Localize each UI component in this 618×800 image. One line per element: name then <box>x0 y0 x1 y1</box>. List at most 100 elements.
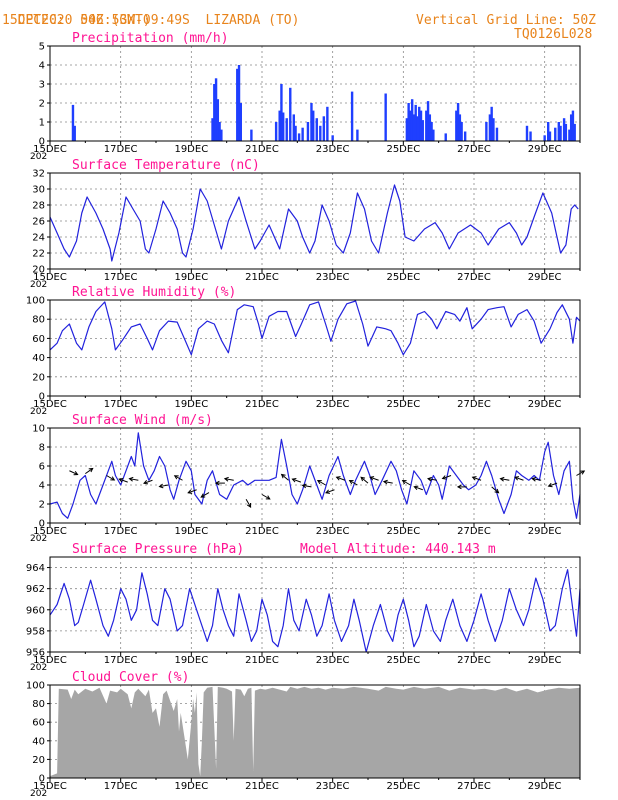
wind-arrow-shaft <box>281 474 289 481</box>
pressure-annotation: Model Altitude: 440.143 m <box>300 542 496 557</box>
rh-title: Relative Humidity (%) <box>72 285 236 300</box>
wind-arrow-head <box>158 483 164 489</box>
wind-arrow <box>324 489 335 494</box>
precip-bar <box>428 114 432 141</box>
wind-arrow-shaft <box>143 479 153 484</box>
wind-arrow <box>413 485 423 491</box>
wind-arrow <box>316 479 326 486</box>
precip-year-stub: 202 <box>30 152 47 162</box>
wind-arrow-head <box>118 477 124 483</box>
wind-arrow-shaft <box>85 468 93 475</box>
cloud-xtick-label: 29DEC <box>528 781 562 792</box>
precip-bar <box>573 123 576 141</box>
header-coords: 046:53W-09:49S <box>80 13 190 28</box>
precip-bar <box>216 99 220 141</box>
temp-ytick-label: 20 <box>32 265 45 276</box>
wind-arrow-shaft <box>106 475 115 481</box>
wind-arrow <box>85 467 94 475</box>
precip-bar <box>495 127 499 141</box>
precip-xtick-label: 29DEC <box>528 144 562 155</box>
wind-xtick-label: 29DEC <box>528 526 562 537</box>
wind-arrow-shaft <box>360 476 369 484</box>
wind-arrow-shaft <box>414 486 423 491</box>
precip-bar <box>315 118 318 141</box>
precip-bar <box>559 125 562 141</box>
wind-arrow-shaft <box>369 476 379 481</box>
wind-arrow-head <box>471 476 477 481</box>
cloud-ytick-label: 60 <box>32 718 45 729</box>
wind-arrow <box>427 476 437 482</box>
wind-arrow-shaft <box>119 478 128 483</box>
precip-bar <box>412 114 416 141</box>
pressure-ytick-label: 956 <box>26 648 45 659</box>
precip-bar <box>350 91 354 141</box>
rh-xtick-label: 17DEC <box>104 399 138 410</box>
precip-ytick-label: 1 <box>39 118 45 129</box>
precip-bar <box>211 118 214 141</box>
rh-ytick-label: 0 <box>39 392 45 403</box>
rh-ytick-label: 60 <box>32 334 45 345</box>
precip-xtick-label: 23DEC <box>316 144 350 155</box>
cloud-ytick-label: 100 <box>26 681 45 692</box>
wind-arrow-head <box>514 476 520 481</box>
precip-bar <box>237 65 241 141</box>
wind-arrow <box>301 483 312 489</box>
temp-line <box>49 184 579 262</box>
rh-xtick-label: 19DEC <box>174 399 208 410</box>
precip-bar <box>326 106 329 141</box>
precip-ytick-label: 0 <box>39 137 45 148</box>
precip-xtick-label: 21DEC <box>245 144 279 155</box>
precip-bar <box>301 127 304 141</box>
precip-bar <box>319 125 322 141</box>
precip-bar <box>432 129 435 141</box>
wind-arrow-shaft <box>69 470 78 476</box>
precip-bar <box>410 99 414 141</box>
wind-arrow <box>280 473 289 481</box>
temp-xtick-label: 29DEC <box>528 272 562 283</box>
pressure-ytick-label: 960 <box>26 605 45 616</box>
precip-xtick-label: 25DEC <box>386 144 420 155</box>
wind-frame <box>49 427 581 524</box>
precip-ytick-label: 4 <box>39 61 45 72</box>
wind-arrow-head <box>531 476 537 482</box>
temp-xtick-label: 27DEC <box>457 272 491 283</box>
wind-arrow <box>499 476 510 482</box>
wind-xtick-label: 21DEC <box>245 526 279 537</box>
precip-bar <box>456 103 460 141</box>
wind-arrow-head <box>580 470 586 475</box>
precip-bar <box>331 135 334 141</box>
cloud-xtick-label: 27DEC <box>457 781 491 792</box>
cloud-xtick-label: 19DEC <box>174 781 208 792</box>
precip-bar <box>525 125 529 141</box>
rh-ytick-label: 80 <box>32 315 45 326</box>
precip-bar <box>463 131 467 141</box>
rh-xtick-label: 27DEC <box>457 399 491 410</box>
wind-arrow-shaft <box>491 486 499 494</box>
wind-arrow-head <box>316 479 322 485</box>
precip-bar <box>426 101 430 141</box>
wind-arrow <box>69 470 79 476</box>
wind-arrow <box>382 479 393 485</box>
wind-arrow <box>223 476 234 482</box>
precip-bar <box>414 104 417 141</box>
wind-ytick-label: 6 <box>39 462 45 473</box>
wind-arrow-shaft <box>472 476 482 481</box>
cloud-ytick-label: 40 <box>32 736 45 747</box>
wind-arrow-shaft <box>336 476 346 481</box>
wind-arrow <box>173 475 183 481</box>
wind-line <box>49 432 581 519</box>
precip-bar <box>444 133 447 141</box>
wind-arrow <box>106 475 116 481</box>
wind-arrow-head <box>200 493 206 498</box>
precip-bar <box>214 78 218 141</box>
temp-xtick-label: 15DEC <box>33 272 67 283</box>
wind-arrow-head <box>110 476 116 481</box>
cloud-xtick-label: 23DEC <box>316 781 350 792</box>
wind-arrow-head <box>143 479 149 485</box>
pressure-title: Surface Pressure (hPa) <box>72 542 244 557</box>
wind-ytick-label: 10 <box>32 424 45 435</box>
header-run: 15DEC2020 50Z (GMT) <box>2 13 151 28</box>
rh-frame <box>49 299 581 397</box>
precip-bar <box>306 122 310 141</box>
